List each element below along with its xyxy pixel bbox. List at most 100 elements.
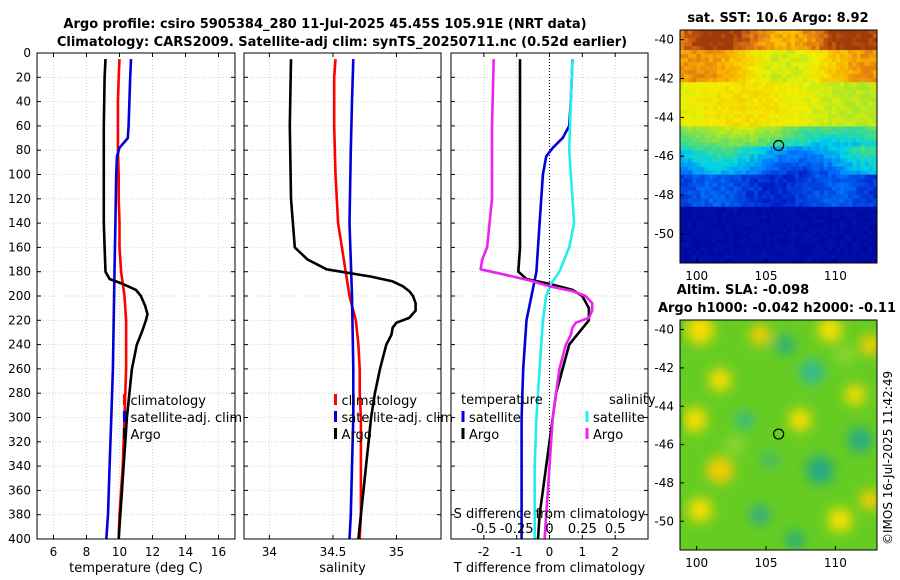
x-tick-label: 34.5 (320, 545, 347, 559)
panel-salinity: 34 34.5 35 salinity climatology satellite-adj… (243, 52, 454, 576)
y-tick-label: 60 (16, 119, 31, 133)
map-y-tick-label: -44 (654, 399, 674, 413)
x-tick-label: 2 (611, 545, 619, 559)
map-y-tick-label: -48 (654, 188, 674, 202)
legend-label: climatology (342, 394, 418, 409)
x-tick-label: 8 (83, 545, 91, 559)
y-tick-label: 160 (8, 240, 31, 254)
x-tick-label: -1 (511, 545, 523, 559)
argo-position-marker (773, 428, 785, 440)
y-tick-label: 40 (16, 95, 31, 109)
map-y-tick-label: -44 (654, 110, 674, 124)
y-tick-label: 300 (8, 411, 31, 425)
x-tick-label: 35 (389, 545, 404, 559)
map-y-tick-label: -42 (654, 361, 674, 375)
x-tick-label: 0 (546, 545, 554, 559)
x-tick-label: 16 (211, 545, 226, 559)
legend-label: Argo (342, 428, 372, 443)
map-y-tick-label: -46 (654, 438, 674, 452)
sla-heatmap (680, 320, 877, 550)
map-x-tick-label: 100 (685, 269, 708, 283)
sla-map-frame (679, 319, 878, 551)
x-tick-label: 34 (262, 545, 277, 559)
series-line-satellite-adj-clim (105, 59, 133, 540)
y-tick-label: 240 (8, 338, 31, 352)
sst-map-title: sat. SST: 10.6 Argo: 8.92 (687, 11, 868, 26)
legend-label: climatology (130, 394, 206, 409)
y-tick-label: 280 (8, 386, 31, 400)
legend-label: Argo (593, 428, 623, 443)
legend-label: Argo (469, 428, 499, 443)
x-tick-label: -2 (478, 545, 490, 559)
x-tick-label: 6 (50, 545, 58, 559)
sst-heatmap (680, 30, 877, 263)
x-top-tick-label: 0 (545, 522, 553, 537)
x-top-tick-label: 0.25 (568, 522, 597, 537)
legend-label: satellite (593, 411, 645, 426)
x-tick-label: 14 (178, 545, 193, 559)
series-line-satellite-adj-clim (348, 59, 355, 540)
legend-label: satellite-adj. clim (130, 411, 242, 426)
x-tick-label: 1 (579, 545, 587, 559)
map-y-tick-label: -40 (654, 323, 674, 337)
x-top-tick-label: 0.5 (605, 522, 626, 537)
y-tick-label: 360 (8, 483, 31, 497)
legend-label: satellite (469, 411, 521, 426)
map-y-tick-label: -50 (654, 227, 674, 241)
y-tick-label: 20 (16, 70, 31, 84)
x-tick-label: 10 (112, 545, 127, 559)
legend-label: Argo (130, 428, 160, 443)
y-tick-label: 0 (23, 46, 31, 60)
map-x-tick-label: 105 (755, 556, 778, 570)
y-tick-label: 120 (8, 192, 31, 206)
x-tick-label: 12 (145, 545, 160, 559)
map-x-tick-label: 110 (824, 269, 847, 283)
x-top-tick-label: -0.25 (500, 522, 534, 537)
y-tick-label: 400 (8, 532, 31, 546)
legend-title-temperature: temperature (461, 393, 543, 408)
argo-position-marker (773, 139, 785, 152)
x-axis-label: T difference from climatology (453, 561, 646, 576)
sla-map-title-2: Argo h1000: -0.042 h2000: -0.11 (658, 301, 896, 316)
sst-map: sat. SST: 10.6 Argo: 8.92 100 105 110 -40 -4… (654, 11, 878, 283)
map-x-tick-label: 100 (685, 556, 708, 570)
series-line-argo (288, 59, 417, 540)
x-axis-label-top: S difference from climatology (454, 507, 646, 522)
y-tick-label: 340 (8, 459, 31, 473)
series-line-temperature-argo (516, 59, 591, 540)
x-axis-label: temperature (deg C) (69, 561, 203, 576)
map-x-tick-label: 105 (755, 269, 778, 283)
map-y-tick-label: -40 (654, 33, 674, 47)
map-x-tick-label: 110 (824, 556, 847, 570)
series-line-salinity-argo (479, 59, 594, 540)
sla-map: Altim. SLA: -0.098 Argo h1000: -0.042 h2… (654, 283, 896, 570)
y-tick-label: 260 (8, 362, 31, 376)
y-tick-label: 380 (8, 508, 31, 522)
profile-panels: 6 8 10 12 14 16020406080100120140160180200220… (8, 46, 656, 576)
series-line-salinity-satellite (533, 59, 576, 539)
x-axis-label: salinity (319, 561, 366, 576)
y-tick-label: 100 (8, 168, 31, 182)
sst-map-axes: 100 105 110 -40 -42 -44 -46 -48 -50 (654, 33, 846, 283)
sst-map-frame (679, 29, 878, 264)
legend-label: satellite-adj. clim (342, 411, 454, 426)
sla-map-title-1: Altim. SLA: -0.098 (677, 283, 809, 298)
y-tick-label: 180 (8, 265, 31, 279)
legend-title-salinity: salinity (609, 393, 656, 408)
y-tick-label: 80 (16, 143, 31, 157)
y-tick-label: 200 (8, 289, 31, 303)
panel-temperature: 6 8 10 12 14 16020406080100120140160180200220… (8, 46, 242, 576)
y-tick-label: 140 (8, 216, 31, 230)
x-top-tick-label: -0.5 (471, 522, 496, 537)
map-y-tick-label: -46 (654, 149, 674, 163)
y-tick-label: 220 (8, 313, 31, 327)
series-line-climatology (332, 59, 363, 540)
title-line-1: Argo profile: csiro 5905384_280 11-Jul-2… (63, 17, 586, 32)
title-line-2: Climatology: CARS2009. Satellite-adj cli… (57, 35, 627, 50)
sla-map-axes: 100 105 110 -40 -42 -44 -46 -48 -50 (654, 323, 846, 570)
map-y-tick-label: -42 (654, 72, 674, 86)
series-line-temperature-satellite (520, 59, 574, 539)
panel-difference: -2 -1 0 1 2 T difference from climatology temp… (450, 52, 656, 576)
